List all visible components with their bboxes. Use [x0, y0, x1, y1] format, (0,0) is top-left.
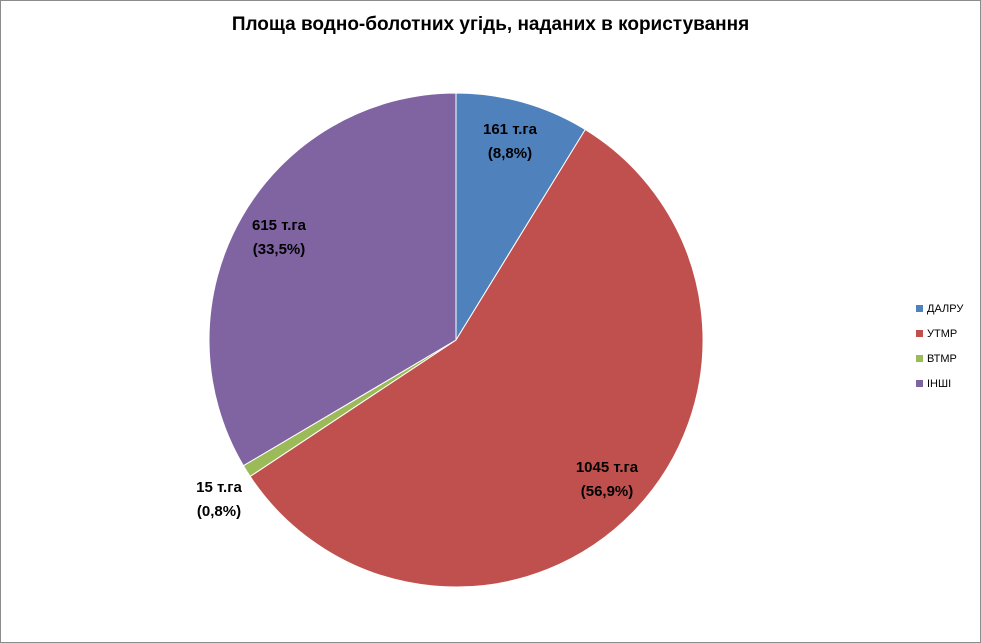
slice-value-label: 161 т.га — [483, 121, 538, 138]
legend-label: ІНШІ — [927, 377, 952, 390]
slice-percent-label: (56,9%) — [581, 483, 634, 500]
legend-item: ДАЛРУ — [916, 296, 963, 321]
pie-slice-0 — [455, 92, 586, 342]
legend-item: ІНШІ — [916, 371, 963, 396]
slice-value-label: 15 т.га — [196, 479, 242, 496]
legend-label: ДАЛРУ — [927, 302, 964, 315]
chart-title: Площа водно-болотних угідь, наданих в ко… — [231, 14, 750, 35]
legend-label: УТМР — [927, 327, 958, 340]
legend-item: УТМР — [916, 321, 963, 346]
slice-percent-label: (0,8%) — [197, 503, 241, 520]
pie-slice-3 — [208, 92, 457, 467]
chart-legend: ДАЛРУ УТМР ВТМР ІНШІ — [916, 296, 963, 396]
legend-swatch — [916, 305, 923, 312]
legend-label: ВТМР — [927, 352, 957, 365]
legend-swatch — [916, 355, 923, 362]
slice-value-label: 1045 т.га — [576, 459, 639, 476]
slice-value-label: 615 т.га — [252, 217, 307, 234]
legend-swatch — [916, 380, 923, 387]
slice-percent-label: (33,5%) — [253, 241, 306, 258]
pie-slice-1 — [249, 128, 704, 588]
slice-percent-label: (8,8%) — [488, 145, 532, 162]
legend-item: ВТМР — [916, 346, 963, 371]
legend-swatch — [916, 330, 923, 337]
